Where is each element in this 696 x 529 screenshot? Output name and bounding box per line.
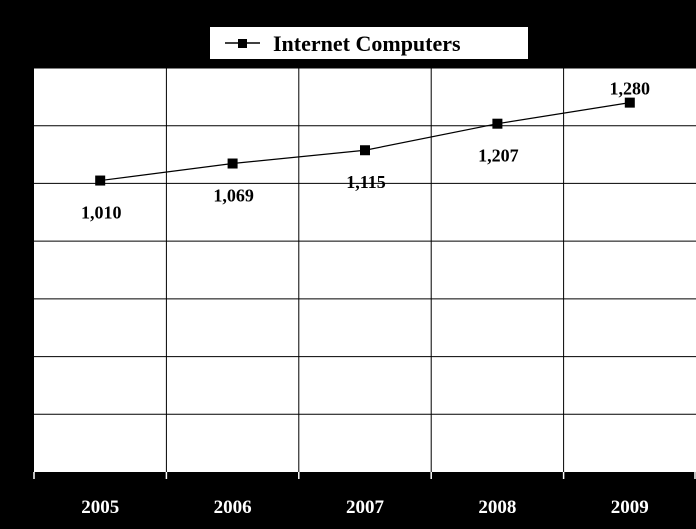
x-tick-label: 2007 xyxy=(346,497,385,518)
data-labels: 1,010 1,069 1,115 1,207 1,280 xyxy=(81,79,650,223)
data-label: 1,115 xyxy=(346,172,386,192)
x-tick-label: 2009 xyxy=(611,497,649,518)
legend-label: Internet Computers xyxy=(273,31,461,56)
data-point-marker xyxy=(492,118,503,129)
data-point-marker xyxy=(624,97,635,108)
legend-box xyxy=(210,27,528,59)
gridlines xyxy=(34,67,696,472)
x-tick-label: 2005 xyxy=(81,497,119,518)
x-axis: 2005 2006 2007 2008 2009 xyxy=(33,472,696,518)
legend-square-marker-icon xyxy=(238,39,247,48)
data-label: 1,069 xyxy=(213,186,254,206)
legend: Internet Computers xyxy=(210,27,528,59)
series-layer xyxy=(95,97,635,186)
data-label: 1,010 xyxy=(81,203,122,223)
data-point-marker xyxy=(360,145,370,156)
x-tick-label: 2008 xyxy=(478,497,516,518)
x-tick-label: 2006 xyxy=(214,497,252,518)
data-label: 1,207 xyxy=(478,146,519,166)
data-point-marker xyxy=(227,158,238,169)
data-point-marker xyxy=(95,175,106,186)
plot-area xyxy=(34,68,696,472)
data-label: 1,280 xyxy=(610,79,651,99)
